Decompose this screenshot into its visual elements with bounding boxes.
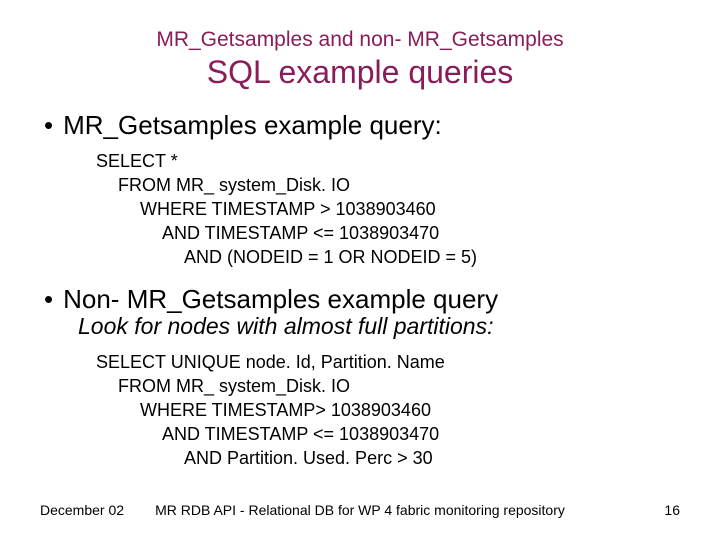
code-block-1: SELECT * FROM MR_ system_Disk. IO WHERE …: [96, 149, 680, 269]
code-line: AND (NODEID = 1 OR NODEID = 5): [96, 245, 680, 269]
code-line: FROM MR_ system_Disk. IO: [96, 173, 680, 197]
code-line: SELECT UNIQUE node. Id, Partition. Name: [96, 350, 680, 374]
bullet-1: • MR_Getsamples example query:: [44, 109, 680, 141]
bullet-1-text: MR_Getsamples example query:: [63, 109, 442, 141]
code-line: WHERE TIMESTAMP > 1038903460: [96, 197, 680, 221]
code-line: WHERE TIMESTAMP> 1038903460: [96, 398, 680, 422]
code-line: AND TIMESTAMP <= 1038903470: [96, 221, 680, 245]
code-line: AND TIMESTAMP <= 1038903470: [96, 422, 680, 446]
bullet-2: • Non- MR_Getsamples example query: [44, 283, 680, 315]
code-line: FROM MR_ system_Disk. IO: [96, 374, 680, 398]
bullet-2-text: Non- MR_Getsamples example query: [63, 283, 498, 315]
title-big: SQL example queries: [40, 54, 680, 91]
slide: MR_Getsamples and non- MR_Getsamples SQL…: [0, 0, 720, 540]
code-line: AND Partition. Used. Perc > 30: [96, 446, 680, 470]
footer-title: MR RDB API - Relational DB for WP 4 fabr…: [40, 502, 680, 518]
title-small: MR_Getsamples and non- MR_Getsamples: [40, 28, 680, 52]
bullet-2-sub: Look for nodes with almost full partitio…: [78, 313, 680, 340]
code-line: SELECT *: [96, 149, 680, 173]
footer: December 02 MR RDB API - Relational DB f…: [40, 502, 680, 518]
bullet-dot-icon: •: [44, 283, 53, 315]
bullet-dot-icon: •: [44, 109, 53, 141]
code-block-2: SELECT UNIQUE node. Id, Partition. Name …: [96, 350, 680, 470]
